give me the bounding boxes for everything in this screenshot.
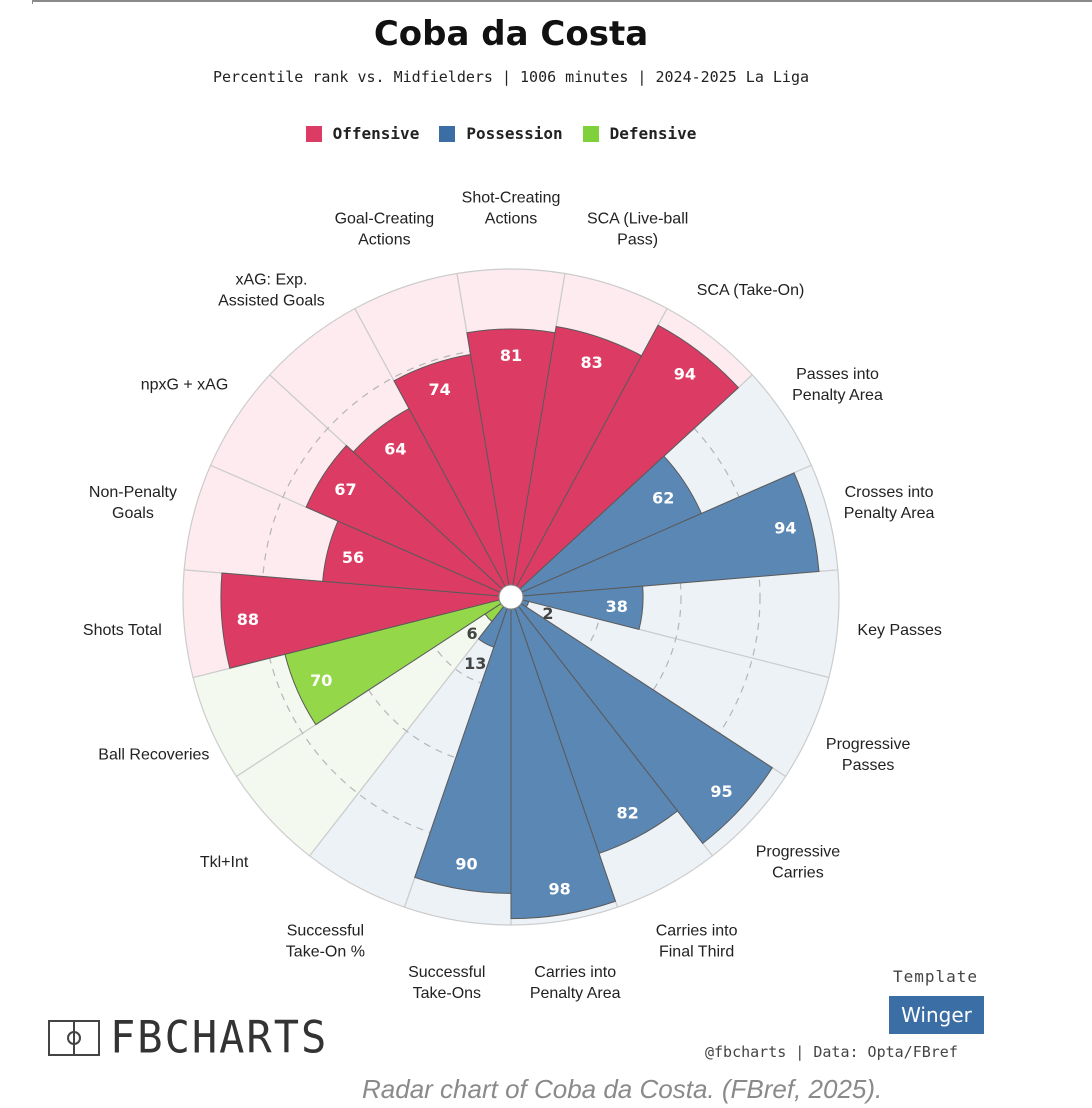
left-border-tick [32, 0, 33, 4]
value-label-xag-exp-assisted-goals: 64 [384, 439, 406, 458]
legend-swatch-possession [439, 125, 456, 142]
fbcharts-logo: FBCHARTS [48, 1011, 329, 1064]
category-label-sca-take-on: SCA (Take-On) [697, 282, 805, 299]
template-badge: Winger [889, 996, 984, 1034]
value-label-successful-take-ons: 90 [455, 855, 477, 874]
value-label-shot-creating-actions: 81 [500, 346, 522, 365]
category-label-successful-take-on: Successful Take-On % [286, 922, 365, 960]
legend-label-offensive: Offensive [332, 124, 420, 143]
pitch-icon [48, 1019, 100, 1056]
category-label-goal-creating-actions: Goal-Creating Actions [335, 211, 435, 249]
category-label-progressive-passes: Progressive Passes [826, 736, 911, 774]
value-label-progressive-passes: 2 [542, 604, 553, 623]
value-label-npxg-xag: 67 [334, 480, 356, 499]
value-label-carries-into-penalty-area: 98 [549, 880, 571, 899]
chart-subtitle: Percentile rank vs. Midfielders | 1006 m… [212, 68, 810, 86]
value-label-key-passes: 38 [606, 597, 628, 616]
legend-label-possession: Possession [466, 124, 563, 143]
value-label-tkl-int: 6 [466, 624, 477, 643]
top-border-line [32, 0, 1092, 2]
category-label-progressive-carries: Progressive Carries [756, 844, 841, 882]
value-label-successful-take-on: 13 [464, 654, 486, 673]
figure-caption: Radar chart of Coba da Costa. (FBref, 20… [362, 1074, 883, 1104]
value-label-shots-total: 88 [237, 610, 259, 629]
value-label-sca-live-ball-pass: 83 [580, 353, 602, 372]
value-label-carries-into-final-third: 82 [617, 804, 639, 823]
category-labels: Non-Penalty Goals npxG + xAG xAG: Exp. Assis… [83, 190, 942, 1003]
category-label-crosses-into-penalty-area: Crosses into Penalty Area [844, 484, 935, 522]
value-label-goal-creating-actions: 74 [428, 380, 450, 399]
category-label-npxg-xag: npxG + xAG [141, 377, 229, 394]
category-label-carries-into-penalty-area: Carries into Penalty Area [530, 964, 621, 1002]
category-label-shot-creating-actions: Shot-Creating Actions [462, 190, 561, 228]
data-credit: @fbcharts | Data: Opta/FBref [705, 1043, 958, 1061]
category-label-shots-total: Shots Total [83, 622, 162, 639]
value-label-sca-take-on: 94 [674, 365, 696, 384]
legend-label-defensive: Defensive [609, 124, 697, 143]
legend: Offensive Possession Defensive [0, 124, 1002, 143]
logo-text: FBCHARTS [110, 1011, 329, 1064]
legend-swatch-offensive [305, 125, 322, 142]
center-hole [498, 584, 524, 610]
value-labels: 56 67 64 74 81 83 94 62 94 38 2 95 82 98 90 13 6 70 88 [237, 346, 797, 899]
value-label-non-penalty-goals: 56 [342, 548, 364, 567]
value-label-ball-recoveries: 70 [310, 671, 332, 690]
value-label-progressive-carries: 95 [710, 782, 732, 801]
value-label-passes-into-penalty-area: 62 [652, 488, 674, 507]
chart-title: Coba da Costa [373, 14, 649, 54]
category-label-xag-exp-assisted-goals: xAG: Exp. Assisted Goals [218, 272, 325, 310]
legend-item-offensive: Offensive [305, 124, 420, 143]
category-label-non-penalty-goals: Non-Penalty Goals [89, 484, 177, 522]
value-label-crosses-into-penalty-area: 94 [774, 519, 796, 538]
template-label: Template [893, 967, 979, 986]
legend-item-possession: Possession [439, 124, 563, 143]
category-label-carries-into-final-third: Carries into Final Third [656, 922, 738, 960]
category-label-key-passes: Key Passes [857, 622, 941, 639]
category-label-tkl-int: Tkl+Int [200, 854, 249, 871]
category-label-passes-into-penalty-area: Passes into Penalty Area [792, 366, 883, 404]
category-label-successful-take-ons: Successful Take-Ons [408, 964, 485, 1002]
legend-swatch-defensive [582, 125, 599, 142]
legend-item-defensive: Defensive [582, 124, 697, 143]
category-label-ball-recoveries: Ball Recoveries [98, 747, 209, 764]
value-bars [220, 324, 820, 920]
category-label-sca-live-ball-pass: SCA (Live-ball Pass) [587, 211, 688, 249]
